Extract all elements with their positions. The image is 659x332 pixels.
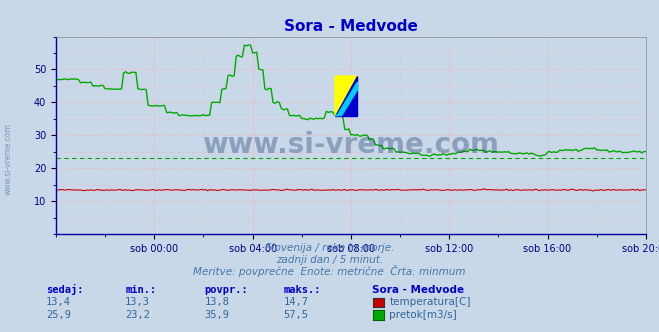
Text: www.si-vreme.com: www.si-vreme.com	[202, 131, 500, 159]
Polygon shape	[335, 76, 357, 116]
Text: www.si-vreme.com: www.si-vreme.com	[3, 124, 13, 195]
Text: Meritve: povprečne  Enote: metrične  Črta: minmum: Meritve: povprečne Enote: metrične Črta:…	[193, 265, 466, 277]
Text: min.:: min.:	[125, 285, 156, 295]
Text: 13,3: 13,3	[125, 297, 150, 307]
Text: pretok[m3/s]: pretok[m3/s]	[389, 310, 457, 320]
Text: 14,7: 14,7	[283, 297, 308, 307]
Text: Slovenija / reke in morje.: Slovenija / reke in morje.	[265, 243, 394, 253]
Text: zadnji dan / 5 minut.: zadnji dan / 5 minut.	[276, 255, 383, 265]
Text: Sora - Medvode: Sora - Medvode	[372, 285, 465, 295]
Text: 13,8: 13,8	[204, 297, 229, 307]
Text: maks.:: maks.:	[283, 285, 321, 295]
Text: 13,4: 13,4	[46, 297, 71, 307]
Text: temperatura[C]: temperatura[C]	[389, 297, 471, 307]
Text: povpr.:: povpr.:	[204, 285, 248, 295]
Text: 57,5: 57,5	[283, 310, 308, 320]
Text: 35,9: 35,9	[204, 310, 229, 320]
Text: 25,9: 25,9	[46, 310, 71, 320]
Polygon shape	[335, 76, 357, 116]
Title: Sora - Medvode: Sora - Medvode	[284, 19, 418, 34]
Text: 23,2: 23,2	[125, 310, 150, 320]
Text: sedaj:: sedaj:	[46, 284, 84, 295]
Polygon shape	[335, 82, 357, 116]
